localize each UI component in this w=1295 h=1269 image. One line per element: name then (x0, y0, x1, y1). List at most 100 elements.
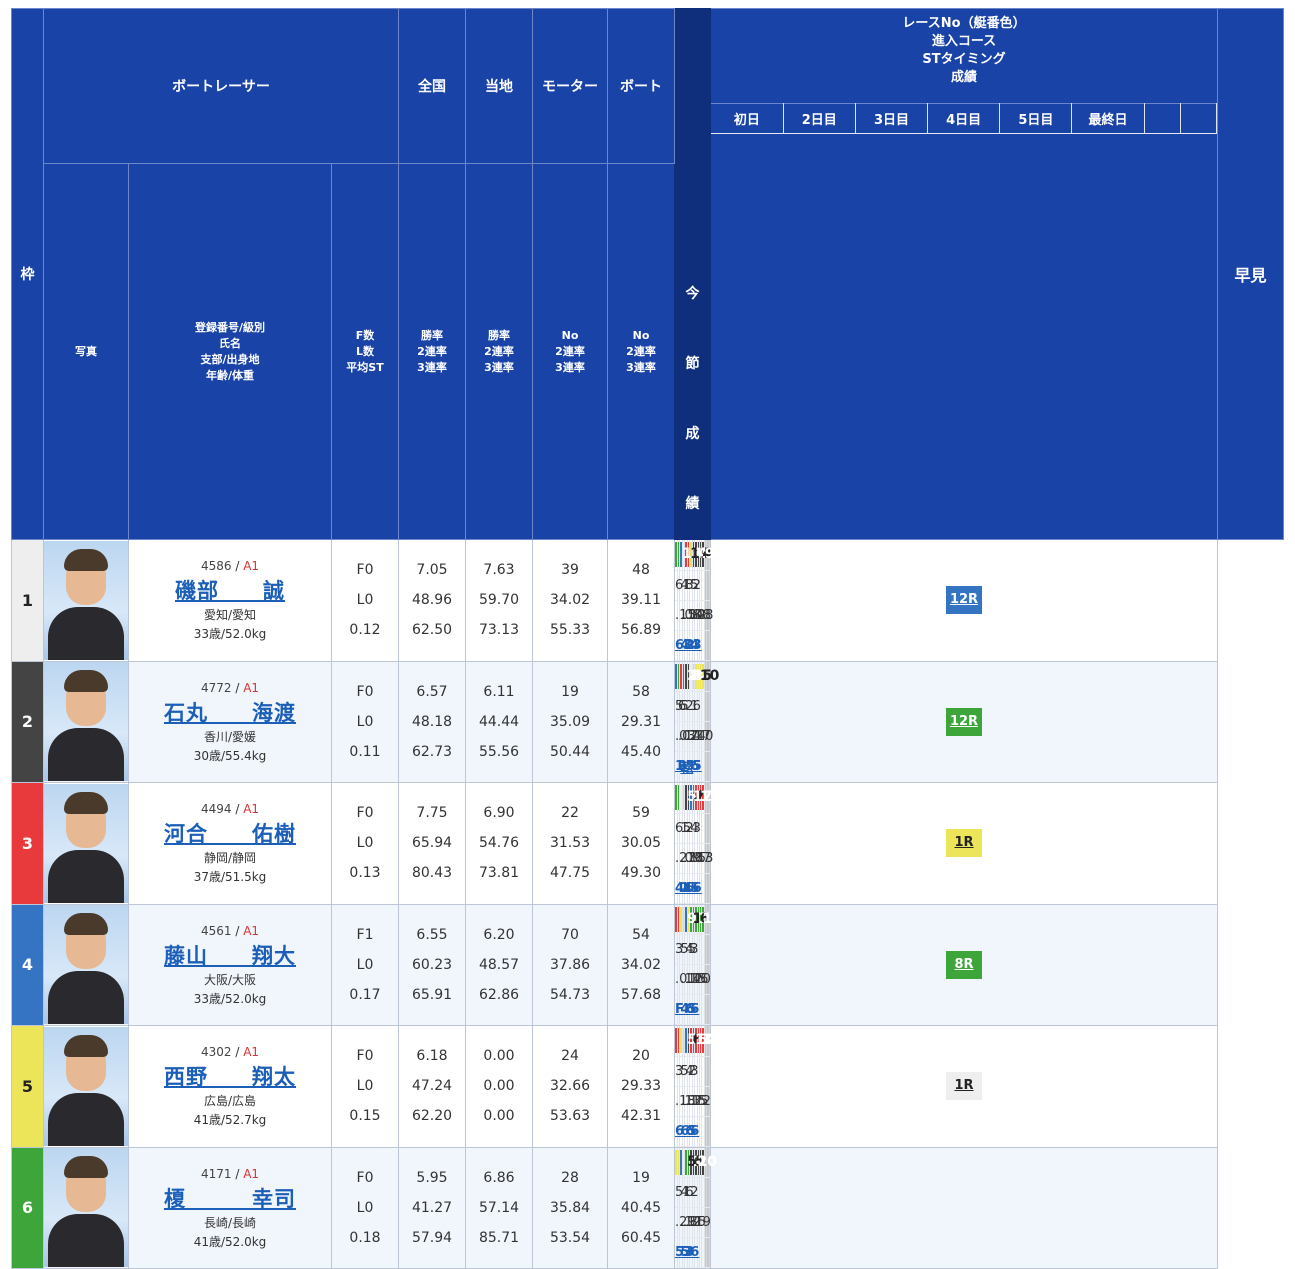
stat-mot: 22 31.53 47.75 (532, 782, 608, 905)
racer-age-weight: 30歳/55.4kg (193, 748, 267, 763)
header-line: 2連率 (417, 344, 447, 358)
stat-value: 53.54 (549, 1229, 591, 1246)
race-course-cell (699, 570, 703, 601)
header-fl: F数 L数 平均ST (331, 163, 399, 540)
race-course-cell: 3 (692, 813, 701, 844)
hayami-link[interactable]: 12R (946, 586, 982, 615)
racer-info: 4561 / A1 藤山 翔大 大阪/大阪 33歳/52.0kg (128, 903, 332, 1026)
header-line: 支部/出身地 (200, 352, 260, 366)
header-line: 登録番号/級別 (194, 320, 266, 334)
stat-value: 60.45 (620, 1229, 662, 1246)
race-grid-gray (704, 751, 708, 782)
hayami-link[interactable]: 1R (946, 829, 982, 858)
race-result-link[interactable]: 6 (675, 637, 685, 653)
stat-value: 58 (632, 683, 650, 700)
header-motor-rates: No 2連率 3連率 (532, 163, 608, 540)
race-result-link[interactable]: 6 (690, 1123, 700, 1139)
header-line: 3連率 (484, 360, 514, 374)
header-line: F数 (355, 328, 375, 342)
stat-value: 50.44 (549, 743, 591, 760)
race-course-cell (687, 691, 691, 722)
header-line: 勝率 (488, 328, 510, 342)
stat-value: 59.70 (478, 592, 520, 609)
race-st-cell (694, 721, 698, 752)
register-number: 4586 (200, 559, 232, 574)
stat-value: 32.66 (549, 1078, 591, 1095)
racer-row: 1 4586 / A1 磯部 誠 愛知/愛知 33歳/52.0kg F0 L0 … (11, 539, 1284, 662)
race-result-link[interactable]: 5 (692, 759, 702, 774)
race-course-cell (699, 691, 703, 722)
header-line: 勝率 (421, 328, 443, 342)
racer-name-link[interactable]: 榎 幸司 (164, 1186, 296, 1211)
racer-info: 4302 / A1 西野 翔太 広島/広島 41歳/52.7kg (128, 1025, 332, 1148)
stat-boat: 48 39.11 56.89 (607, 539, 675, 662)
register-number: 4494 (200, 802, 232, 817)
stat-boat: 19 40.45 60.45 (607, 1146, 675, 1269)
stat-value: 0.00 (483, 1108, 515, 1125)
day-header-2: 2日目 (783, 103, 856, 134)
stat-value: 6.90 (483, 805, 515, 822)
stat-value: 6.55 (416, 926, 448, 943)
race-result-link[interactable]: 6 (692, 880, 702, 896)
race-res-cell (699, 751, 703, 782)
waku-number: 6 (11, 1146, 44, 1269)
hayami-link[interactable]: 12R (946, 707, 982, 736)
race-course-cell (687, 570, 691, 601)
stat-value: 0.00 (483, 1048, 515, 1065)
racer-photo (43, 1025, 129, 1148)
header-line: 2連率 (555, 344, 585, 358)
race-grid-gray (704, 813, 708, 844)
header-line: 2連率 (484, 344, 514, 358)
racer-class: A1 (243, 680, 260, 695)
waku-number: 4 (11, 903, 44, 1026)
header-boat: ボート (607, 7, 675, 165)
race-grid-gray (704, 691, 708, 722)
racer-branch: 大阪/大阪 (203, 972, 257, 987)
racer-name-link[interactable]: 磯部 誠 (175, 579, 285, 604)
konsetsu-label: 今節成績 (674, 8, 711, 540)
stat-value: 57.94 (411, 1229, 453, 1246)
race-course-cell: 2 (692, 570, 701, 601)
racer-info: 4772 / A1 石丸 海渡 香川/愛媛 30歳/55.4kg (128, 660, 332, 783)
race-grid-row-st: .29.12.11.35.19 (675, 1207, 711, 1238)
race-st-cell (687, 721, 691, 752)
header-photo: 写真 (43, 163, 129, 540)
race-course-cell (699, 813, 703, 844)
race-grid-row-st: .27.09.18.15.07.13 (675, 843, 713, 874)
race-st-cell (677, 600, 681, 631)
stat-value: 47.75 (549, 865, 591, 882)
race-course-cell: 6 (692, 691, 701, 722)
race-grid-gray (706, 1056, 710, 1087)
stat-value: 47.24 (411, 1078, 453, 1095)
stat-mot: 19 35.09 50.44 (532, 660, 608, 783)
header-line: 3連率 (626, 360, 656, 374)
race-result-cell: 3 (692, 630, 702, 661)
stat-value: 6.20 (483, 926, 515, 943)
race-grid-row-r: 566103 (675, 1026, 725, 1057)
racer-name-link[interactable]: 河合 佑樹 (164, 822, 296, 847)
race-res-cell (699, 630, 703, 661)
hayami-link[interactable]: 8R (946, 950, 982, 979)
race-result-link[interactable]: 3 (692, 637, 702, 653)
stat-value: 39 (561, 562, 579, 579)
header-line: 3連率 (555, 360, 585, 374)
racer-name-link[interactable]: 石丸 海渡 (164, 700, 296, 725)
racer-name-link[interactable]: 西野 翔太 (164, 1065, 296, 1090)
stat-value: 54.73 (549, 986, 591, 1003)
hayami-cell: 1R (710, 782, 1218, 905)
race-grid-gray (706, 934, 710, 965)
racer-branch: 静岡/静岡 (203, 851, 257, 866)
racer-name-link[interactable]: 藤山 翔大 (164, 943, 296, 968)
race-result-link[interactable]: 6 (690, 1002, 700, 1017)
header-line: 3連率 (417, 360, 447, 374)
racer-fl: F0 L0 0.15 (331, 1025, 399, 1148)
header-name-info: 登録番号/級別 氏名 支部/出身地 年齢/体重 (128, 163, 332, 540)
stat-mot: 39 34.02 55.33 (532, 539, 608, 662)
racer-age-weight: 33歳/52.0kg (193, 627, 267, 642)
race-grid-gray (704, 600, 708, 631)
race-result-link[interactable]: 6 (690, 1245, 700, 1260)
hayami-link[interactable]: 1R (946, 1072, 982, 1101)
